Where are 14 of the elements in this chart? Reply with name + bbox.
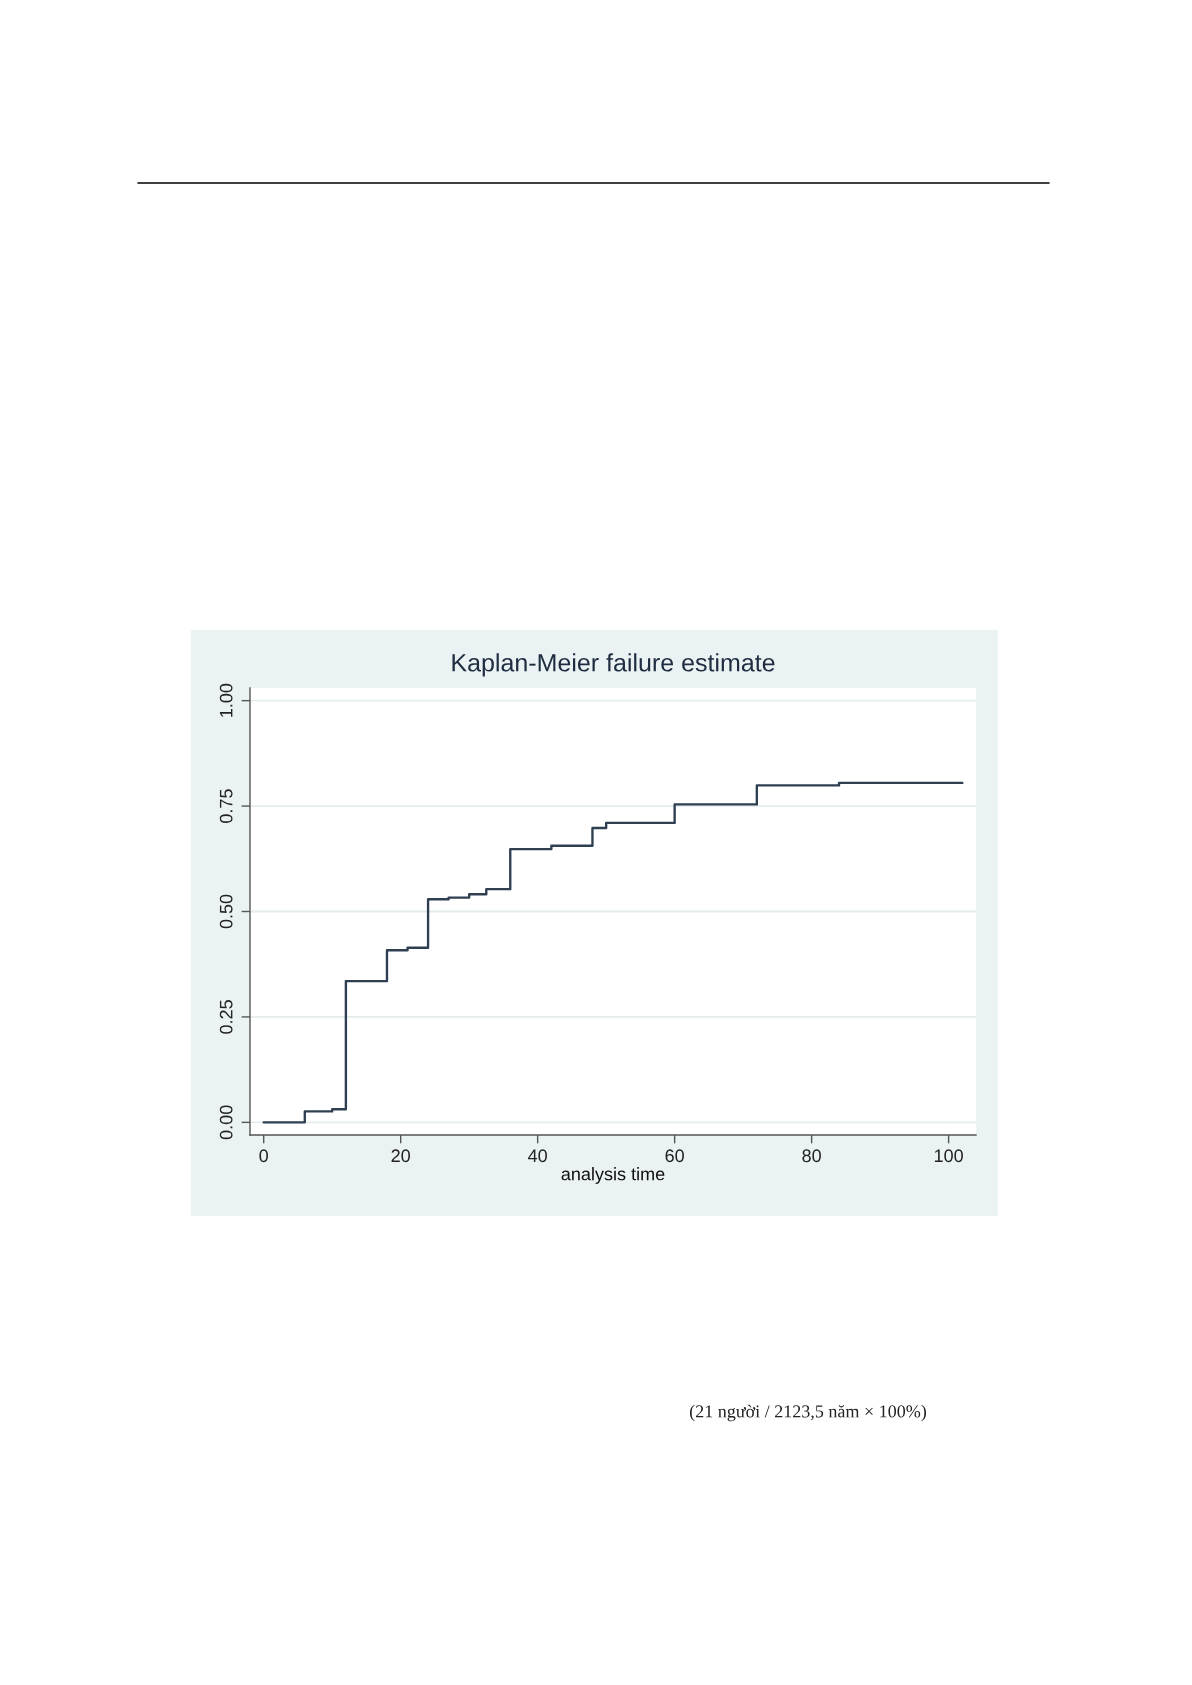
- chart-title: Kaplan-Meier failure estimate: [452, 653, 775, 677]
- text: (21 người / 2123,5 năm × 100%): [689, 1404, 927, 1422]
- y-tick-label: 0.75: [219, 789, 233, 823]
- y-tick-label: 0.00: [219, 1105, 233, 1140]
- x-tick-label: 60: [665, 1149, 684, 1163]
- x-axis-title: analysis time: [561, 1167, 665, 1184]
- x-tick-label: 40: [528, 1149, 547, 1163]
- x-tick-label: 0: [259, 1149, 269, 1163]
- x-tick-label: 20: [391, 1149, 411, 1163]
- x-tick-label: 100: [934, 1149, 963, 1163]
- x-tick-label: 80: [802, 1149, 821, 1163]
- y-tick-label: 0.25: [219, 1000, 233, 1034]
- y-tick-label: 0.50: [219, 894, 233, 929]
- y-tick-label: 1.00: [219, 683, 233, 717]
